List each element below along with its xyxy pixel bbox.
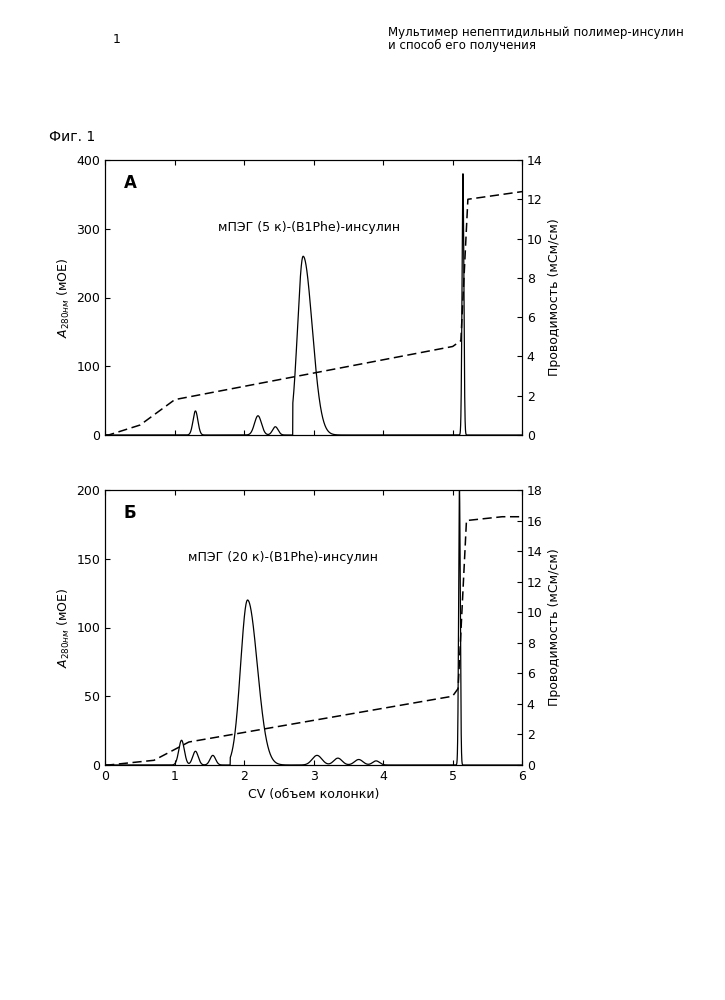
Y-axis label: $A_{280нм}$ (мОЕ): $A_{280нм}$ (мОЕ) [56,587,72,668]
Text: мПЭГ (20 к)-(B1Phe)-инсулин: мПЭГ (20 к)-(B1Phe)-инсулин [188,550,378,564]
Text: А: А [124,174,137,192]
Text: Фиг. 1: Фиг. 1 [49,130,96,144]
Y-axis label: Проводимость (мСм/см): Проводимость (мСм/см) [548,219,561,376]
Y-axis label: $A_{280нм}$ (мОЕ): $A_{280нм}$ (мОЕ) [56,257,72,338]
Text: 1: 1 [112,33,120,46]
Text: Мультимер непептидильный полимер-инсулин: Мультимер непептидильный полимер-инсулин [388,26,684,39]
Y-axis label: Проводимость (мСм/см): Проводимость (мСм/см) [548,549,561,706]
Text: и способ его получения: и способ его получения [388,39,536,52]
X-axis label: CV (объем колонки): CV (объем колонки) [248,788,379,801]
Text: Б: Б [124,504,136,522]
Text: мПЭГ (5 к)-(B1Phe)-инсулин: мПЭГ (5 к)-(B1Phe)-инсулин [218,220,399,233]
